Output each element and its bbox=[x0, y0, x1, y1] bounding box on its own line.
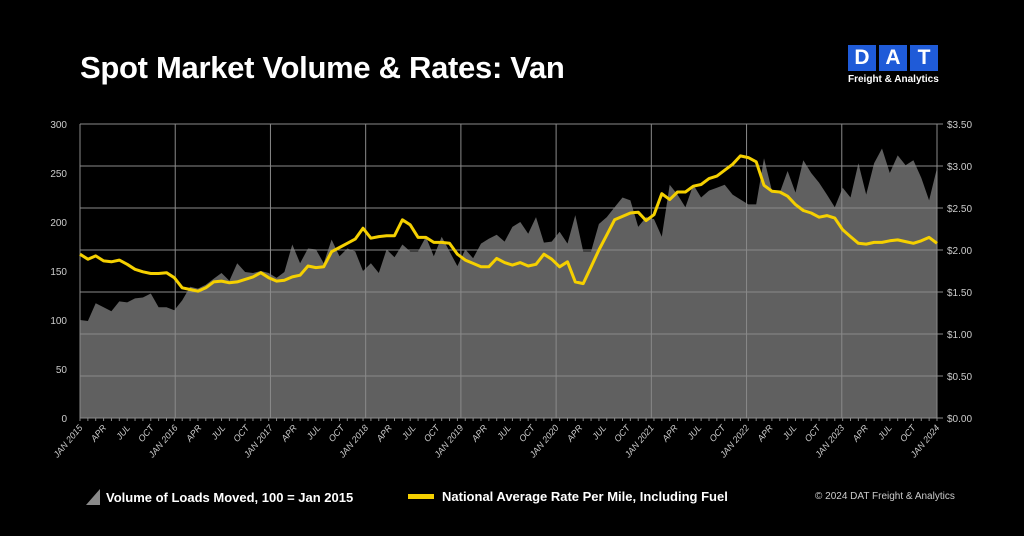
x-tick-label: JUL bbox=[590, 423, 609, 442]
x-tick-label: JUL bbox=[685, 423, 704, 442]
y-right-tick-label: $2.00 bbox=[947, 246, 972, 257]
x-tick-label: APR bbox=[374, 422, 395, 444]
legend-item-volume: Volume of Loads Moved, 100 = Jan 2015 bbox=[86, 489, 353, 505]
y-right-tick-label: $1.50 bbox=[947, 288, 972, 299]
x-tick-label: JUL bbox=[875, 423, 894, 442]
y-right-tick-label: $1.00 bbox=[947, 330, 972, 341]
logo-letter: D bbox=[848, 45, 876, 71]
x-tick-label: APR bbox=[659, 422, 680, 444]
line-legend-icon bbox=[408, 494, 434, 499]
y-left-tick-label: 100 bbox=[50, 316, 67, 327]
x-tick-label: JUL bbox=[780, 423, 799, 442]
legend-label: Volume of Loads Moved, 100 = Jan 2015 bbox=[106, 489, 354, 505]
legend-label: National Average Rate Per Mile, Includin… bbox=[442, 489, 728, 504]
x-tick-label: JUL bbox=[114, 423, 133, 442]
x-tick-label: OCT bbox=[612, 422, 633, 444]
x-tick-label: APR bbox=[755, 422, 776, 444]
x-tick-label: OCT bbox=[707, 422, 728, 444]
rate-line bbox=[79, 154, 938, 293]
logo-subtitle: Freight & Analytics bbox=[848, 74, 939, 85]
x-tick-label: APR bbox=[850, 422, 871, 444]
x-tick-label: APR bbox=[88, 422, 109, 444]
y-right-tick-label: $3.00 bbox=[947, 162, 972, 173]
x-tick-label: APR bbox=[279, 422, 300, 444]
y-left-tick-label: 250 bbox=[50, 169, 67, 180]
x-tick-label: APR bbox=[183, 422, 204, 444]
y-left-tick-label: 300 bbox=[50, 120, 67, 131]
x-tick-label: OCT bbox=[136, 422, 157, 444]
dat-logo: D A T Freight & Analytics bbox=[848, 45, 940, 85]
x-tick-label: JUL bbox=[304, 423, 323, 442]
x-tick-label: OCT bbox=[803, 422, 824, 444]
y-left-tick-label: 200 bbox=[50, 218, 67, 229]
page-title: Spot Market Volume & Rates: Van bbox=[80, 50, 565, 85]
x-tick-label: OCT bbox=[422, 422, 443, 444]
logo-letter: T bbox=[910, 45, 938, 71]
x-tick-label: JUL bbox=[399, 423, 418, 442]
y-right-tick-label: $2.50 bbox=[947, 204, 972, 215]
logo-letter: A bbox=[879, 45, 907, 71]
x-tick-label: OCT bbox=[231, 422, 252, 444]
x-tick-label: APR bbox=[564, 422, 585, 444]
x-tick-label: OCT bbox=[898, 422, 919, 444]
y-right-tick-label: $0.50 bbox=[947, 372, 972, 383]
legend-item-rate: National Average Rate Per Mile, Includin… bbox=[408, 489, 728, 504]
volume-area bbox=[80, 148, 937, 418]
x-tick-label: OCT bbox=[327, 422, 348, 444]
x-tick-label: APR bbox=[469, 422, 490, 444]
y-right-tick-label: $3.50 bbox=[947, 120, 972, 131]
area-legend-icon bbox=[86, 489, 100, 505]
x-tick-label: JAN 2015 bbox=[51, 422, 85, 460]
y-left-tick-label: 50 bbox=[56, 365, 68, 376]
y-right-tick-label: $0.00 bbox=[947, 414, 972, 425]
y-left-tick-label: 150 bbox=[50, 267, 67, 278]
x-tick-label: JUL bbox=[494, 423, 513, 442]
y-left-tick-label: 0 bbox=[61, 414, 67, 425]
x-tick-label: OCT bbox=[517, 422, 538, 444]
copyright: © 2024 DAT Freight & Analytics bbox=[815, 491, 955, 502]
x-tick-label: JUL bbox=[209, 423, 228, 442]
